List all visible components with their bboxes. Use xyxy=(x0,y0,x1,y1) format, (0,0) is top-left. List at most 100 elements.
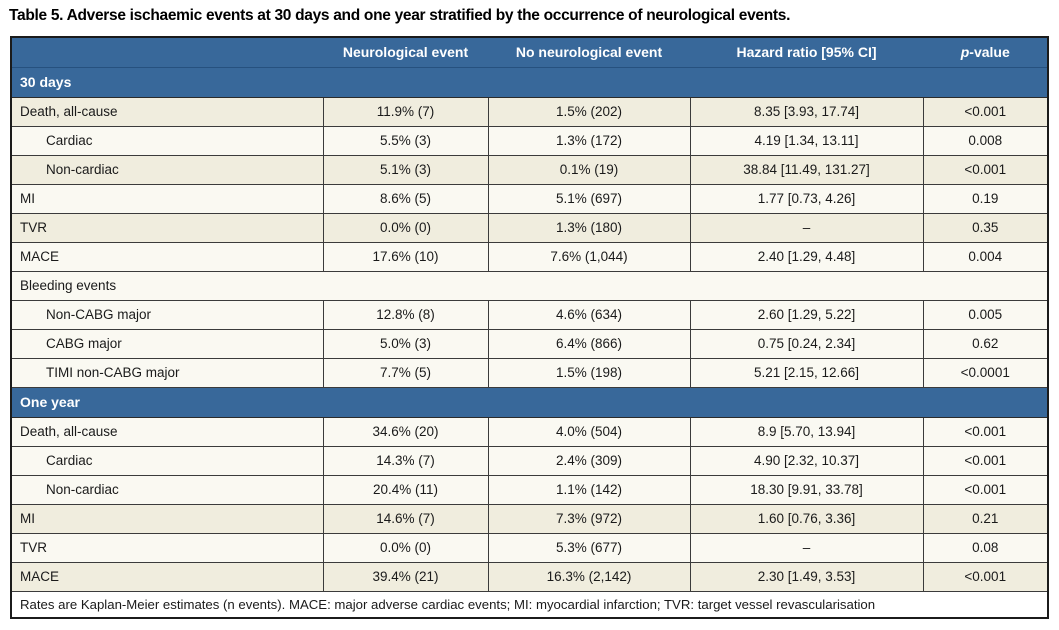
value-cell: 5.5% (3) xyxy=(322,125,489,156)
value-cell: – xyxy=(689,212,924,243)
value-cell: <0.001 xyxy=(922,474,1049,505)
value-cell: 4.6% (634) xyxy=(487,299,691,330)
table-row: CABG major 5.0% (3) 6.4% (866) 0.75 [0.24, … xyxy=(10,328,1049,359)
row-label: TVR xyxy=(10,532,324,563)
value-cell: 14.3% (7) xyxy=(322,445,489,476)
table-row: MACE 39.4% (21) 16.3% (2,142) 2.30 [1.49, 3… xyxy=(10,561,1049,592)
value-cell: <0.001 xyxy=(922,154,1049,185)
section-header-row: One year xyxy=(10,386,1049,418)
value-cell: 0.008 xyxy=(922,125,1049,156)
row-label: MI xyxy=(10,503,324,534)
value-cell: 0.75 [0.24, 2.34] xyxy=(689,328,924,359)
value-cell: 16.3% (2,142) xyxy=(487,561,691,592)
value-cell: 1.77 [0.73, 4.26] xyxy=(689,183,924,214)
value-cell: 7.6% (1,044) xyxy=(487,241,691,272)
table-row: MI 14.6% (7) 7.3% (972) 1.60 [0.76, 3.36] 0.… xyxy=(10,503,1049,534)
value-cell: 8.6% (5) xyxy=(322,183,489,214)
column-header: Hazard ratio [95% CI] xyxy=(689,36,924,68)
table-row: Non-CABG major 12.8% (8) 4.6% (634) 2.60 [1… xyxy=(10,299,1049,330)
value-cell: 0.21 xyxy=(922,503,1049,534)
value-cell: 34.6% (20) xyxy=(322,416,489,447)
table-row: MACE 17.6% (10) 7.6% (1,044) 2.40 [1.29, 4.… xyxy=(10,241,1049,272)
value-cell: 17.6% (10) xyxy=(322,241,489,272)
row-label: Non-CABG major xyxy=(10,299,324,330)
table-row: TVR 0.0% (0) 5.3% (677) –0.08 xyxy=(10,532,1049,563)
value-cell: 39.4% (21) xyxy=(322,561,489,592)
adverse-events-table: Neurological event No neurological event H… xyxy=(10,36,1049,619)
value-cell: 7.7% (5) xyxy=(322,357,489,388)
table-row: Cardiac 5.5% (3) 1.3% (172) 4.19 [1.34, 13.… xyxy=(10,125,1049,156)
row-label: MI xyxy=(10,183,324,214)
row-label: MACE xyxy=(10,561,324,592)
row-label: CABG major xyxy=(10,328,324,359)
value-cell: 5.0% (3) xyxy=(322,328,489,359)
value-cell: 1.5% (198) xyxy=(487,357,691,388)
row-label: Death, all-cause xyxy=(10,96,324,127)
value-cell: 5.1% (697) xyxy=(487,183,691,214)
row-label: Cardiac xyxy=(10,125,324,156)
value-cell: 4.19 [1.34, 13.11] xyxy=(689,125,924,156)
value-cell: <0.001 xyxy=(922,96,1049,127)
value-cell: 2.60 [1.29, 5.22] xyxy=(689,299,924,330)
value-cell: 8.9 [5.70, 13.94] xyxy=(689,416,924,447)
value-cell: 20.4% (11) xyxy=(322,474,489,505)
table-row: TVR 0.0% (0) 1.3% (180) –0.35 xyxy=(10,212,1049,243)
table-row: Cardiac 14.3% (7) 2.4% (309) 4.90 [2.32, 10… xyxy=(10,445,1049,476)
value-cell: 0.08 xyxy=(922,532,1049,563)
value-cell: 0.0% (0) xyxy=(322,532,489,563)
value-cell: 1.60 [0.76, 3.36] xyxy=(689,503,924,534)
section-header-label: 30 days xyxy=(10,66,1049,98)
value-cell: 0.19 xyxy=(922,183,1049,214)
value-cell: 18.30 [9.91, 33.78] xyxy=(689,474,924,505)
value-cell: 0.35 xyxy=(922,212,1049,243)
value-cell: <0.0001 xyxy=(922,357,1049,388)
value-cell: 1.1% (142) xyxy=(487,474,691,505)
value-cell: 0.62 xyxy=(922,328,1049,359)
value-cell: 7.3% (972) xyxy=(487,503,691,534)
row-label: Non-cardiac xyxy=(10,474,324,505)
footnote-text: Rates are Kaplan-Meier estimates (n even… xyxy=(10,590,1049,619)
section-header-label: One year xyxy=(10,386,1049,418)
row-label: TVR xyxy=(10,212,324,243)
value-cell: 5.3% (677) xyxy=(487,532,691,563)
italic-p: p xyxy=(960,44,970,61)
value-cell: 0.0% (0) xyxy=(322,212,489,243)
value-cell: 6.4% (866) xyxy=(487,328,691,359)
value-cell: 2.4% (309) xyxy=(487,445,691,476)
footnote-row: Rates are Kaplan-Meier estimates (n even… xyxy=(10,590,1049,619)
value-cell: 4.0% (504) xyxy=(487,416,691,447)
table-title: Table 5. Adverse ischaemic events at 30 … xyxy=(9,7,791,24)
value-cell: 8.35 [3.93, 17.74] xyxy=(689,96,924,127)
table-row: Death, all-cause 34.6% (20) 4.0% (504) 8.9 … xyxy=(10,416,1049,447)
value-cell: 0.1% (19) xyxy=(487,154,691,185)
value-cell: 5.21 [2.15, 12.66] xyxy=(689,357,924,388)
column-header-empty xyxy=(10,36,324,68)
value-cell: 5.1% (3) xyxy=(322,154,489,185)
value-cell: <0.001 xyxy=(922,445,1049,476)
value-cell: 0.004 xyxy=(922,241,1049,272)
value-cell: 1.3% (180) xyxy=(487,212,691,243)
value-cell: 12.8% (8) xyxy=(322,299,489,330)
column-header: Neurological event xyxy=(322,36,489,68)
subheader-row: Bleeding events xyxy=(10,270,1049,301)
table-row: Death, all-cause 11.9% (7) 1.5% (202) 8.35 … xyxy=(10,96,1049,127)
value-cell: 11.9% (7) xyxy=(322,96,489,127)
value-cell: 0.005 xyxy=(922,299,1049,330)
value-cell: 14.6% (7) xyxy=(322,503,489,534)
value-cell: 1.3% (172) xyxy=(487,125,691,156)
value-cell: 4.90 [2.32, 10.37] xyxy=(689,445,924,476)
table-row: Non-cardiac 5.1% (3) 0.1% (19) 38.84 [11.49… xyxy=(10,154,1049,185)
row-label: Cardiac xyxy=(10,445,324,476)
value-cell: <0.001 xyxy=(922,416,1049,447)
row-label: Non-cardiac xyxy=(10,154,324,185)
column-header-row: Neurological event No neurological event H… xyxy=(10,36,1049,68)
table-body: 30 days Death, all-cause 11.9% (7) 1.5% (20… xyxy=(10,66,1049,619)
table-row: TIMI non-CABG major 7.7% (5) 1.5% (198) 5.2… xyxy=(10,357,1049,388)
table-header: Neurological event No neurological event H… xyxy=(10,36,1049,68)
value-cell: 1.5% (202) xyxy=(487,96,691,127)
row-label: MACE xyxy=(10,241,324,272)
value-cell: 2.30 [1.49, 3.53] xyxy=(689,561,924,592)
row-label: TIMI non-CABG major xyxy=(10,357,324,388)
table-row: Non-cardiac 20.4% (11) 1.1% (142) 18.30 [9.… xyxy=(10,474,1049,505)
